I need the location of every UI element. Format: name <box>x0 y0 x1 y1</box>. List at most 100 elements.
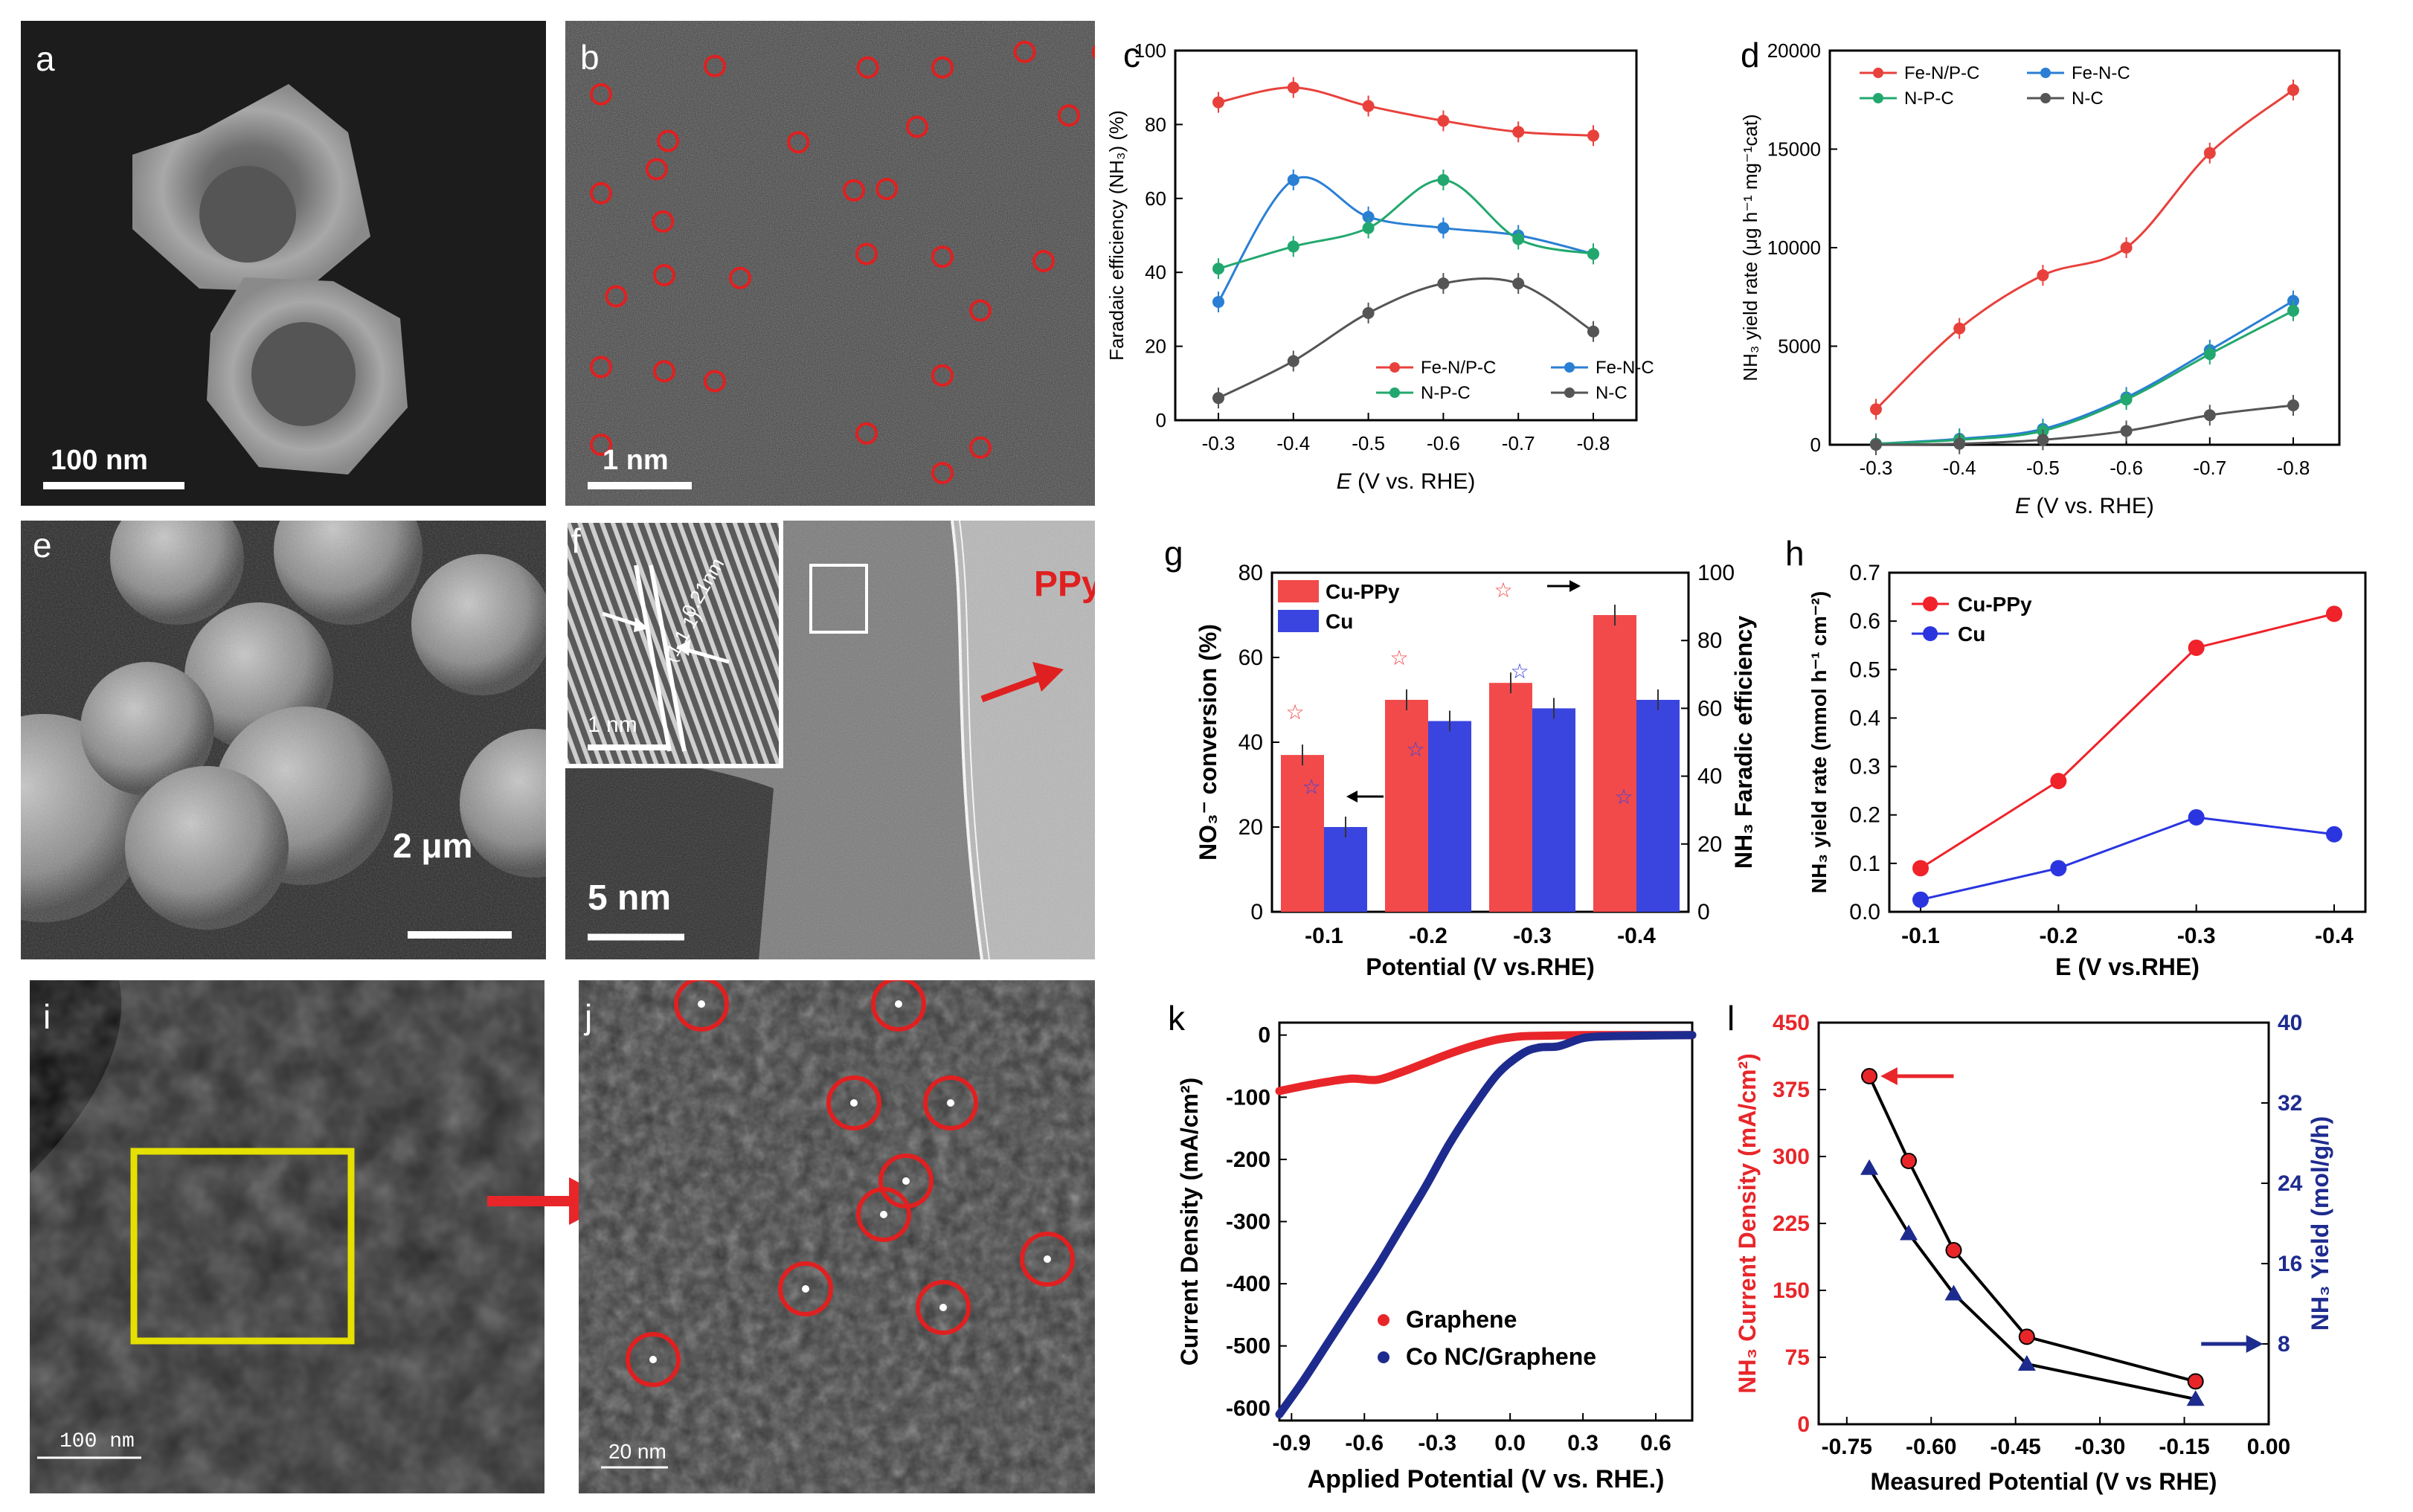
atom-marker <box>729 266 751 289</box>
y-tick-label: 0.7 <box>1849 561 1880 585</box>
data-point <box>1944 1284 1963 1301</box>
plot-frame <box>1828 49 2341 446</box>
hrtem-image-f <box>565 521 1095 959</box>
panel-label-j: j <box>585 997 593 1036</box>
panel-label: d <box>1741 36 1760 74</box>
legend-marker <box>1923 596 1938 611</box>
y-tick-label: 0 <box>1250 900 1263 924</box>
data-point <box>2037 269 2049 282</box>
y-tick-label: 80 <box>1238 561 1263 585</box>
single-atom <box>895 1000 902 1008</box>
data-point <box>1912 891 1929 908</box>
plot-frame <box>1174 49 1638 422</box>
x-tick-label: 0.6 <box>1640 1431 1671 1455</box>
data-point <box>2188 808 2205 826</box>
x-tick-label: -0.60 <box>1906 1435 1956 1459</box>
atom-marker <box>1058 104 1080 127</box>
single-atom <box>947 1099 954 1107</box>
data-point <box>1212 96 1224 109</box>
scale-label-e: 2 μm <box>393 826 473 865</box>
single-atom-marker <box>826 1075 881 1130</box>
fe-star: ☆ <box>1614 785 1633 808</box>
x-tick-label: -0.3 <box>1202 432 1236 454</box>
fe-star: ☆ <box>1302 775 1320 798</box>
bar <box>1281 755 1324 912</box>
data-point <box>1945 1242 1962 1258</box>
single-atom-marker <box>856 1187 911 1242</box>
bar <box>1532 708 1575 912</box>
y-tick-label: 0 <box>1810 434 1821 456</box>
x-axis-label: E (V vs. RHE) <box>2015 494 2154 518</box>
x-tick-label: -0.4 <box>1943 457 1976 479</box>
x-tick-label: -0.6 <box>2110 457 2143 479</box>
y-tick-label: -400 <box>1226 1272 1270 1296</box>
y-tick-label: -100 <box>1226 1085 1270 1110</box>
data-point <box>1362 210 1375 223</box>
series-line <box>1875 309 2294 445</box>
y2-tick-label: 16 <box>2278 1252 2302 1276</box>
data-point <box>1287 81 1299 94</box>
y-tick-label: 40 <box>1145 261 1166 283</box>
chart-h: 0.0 0.1 0.2 0.3 0.4 0.5 0.6 0.7 -0.1 -0.2 -0.3 -0.4… <box>1785 534 2367 980</box>
legend-label: N-P-C <box>1421 383 1471 403</box>
y-tick-label: 20 <box>1145 335 1166 358</box>
x-tick-label: -0.3 <box>1860 457 1893 479</box>
single-atom <box>880 1211 887 1218</box>
data-point <box>2120 242 2133 254</box>
series-line <box>1920 816 2335 901</box>
panel-label: g <box>1164 534 1183 573</box>
legend-swatch <box>1278 610 1319 632</box>
fe-star: ☆ <box>1510 660 1529 683</box>
y2-tick-label: 60 <box>1697 696 1722 721</box>
single-atom-marker <box>778 1261 833 1316</box>
fe-star: ☆ <box>1598 681 1616 704</box>
x-tick-label: -0.7 <box>2193 457 2226 479</box>
x-tick-label: -0.15 <box>2159 1435 2209 1459</box>
y2-tick-label: 20 <box>1697 832 1722 857</box>
legend-marker <box>1389 387 1400 398</box>
data-point <box>1437 222 1450 234</box>
legend-label: Fe-N/P-C <box>1421 358 1496 378</box>
atom-marker <box>855 422 878 445</box>
single-atom-marker <box>916 1280 971 1335</box>
atom-marker <box>653 264 675 286</box>
data-point <box>1362 222 1375 234</box>
legend-swatch <box>1278 580 1319 602</box>
y-tick-label: 0 <box>1258 1023 1270 1048</box>
x-tick-label: -0.6 <box>1427 432 1460 454</box>
single-atom <box>939 1304 947 1311</box>
series-line <box>1920 612 2335 869</box>
single-atom-marker <box>626 1332 681 1387</box>
atom-marker <box>843 179 865 202</box>
data-point <box>1587 129 1599 142</box>
y-axis-label: Faradaic efficiency (NH₃) (%) <box>1105 110 1128 361</box>
panel-label: h <box>1785 534 1805 573</box>
x-tick-label: -0.2 <box>2039 924 2078 948</box>
inset-scale-label-f: 1 nm <box>588 712 637 737</box>
data-point <box>2287 84 2299 96</box>
panel-label-a: a <box>36 39 55 78</box>
data-point <box>1870 403 1882 416</box>
y-tick-label: 450 <box>1773 1011 1810 1035</box>
data-point <box>1512 126 1525 138</box>
y-tick-label: 80 <box>1145 113 1166 135</box>
legend-label: N-C <box>1596 383 1628 403</box>
image-panel-e: e 2 μm <box>21 521 546 959</box>
scale-label-a: 100 nm <box>51 445 148 476</box>
image-panel-j: j 20 nm <box>579 980 1095 1493</box>
axis-arrow-head <box>1569 580 1581 592</box>
atom-marker <box>605 285 628 308</box>
y-axis-label: NH₃ yield rate (μg h⁻¹ mg⁻¹cat) <box>1739 114 1761 381</box>
y-tick-label: 20000 <box>1767 39 1821 62</box>
x-tick-label: -0.8 <box>1577 432 1610 454</box>
data-point <box>2203 348 2216 361</box>
legend-label: Co NC/Graphene <box>1406 1343 1596 1370</box>
panel-label: c <box>1123 36 1140 74</box>
x-tick-label: 0.0 <box>1494 1431 1526 1455</box>
legend-marker <box>1564 362 1575 373</box>
data-point <box>2120 393 2133 406</box>
atom-marker <box>931 364 954 387</box>
plot-frame <box>1817 1021 2270 1426</box>
single-atom <box>1044 1255 1051 1263</box>
y-tick-label: 20 <box>1238 815 1263 840</box>
